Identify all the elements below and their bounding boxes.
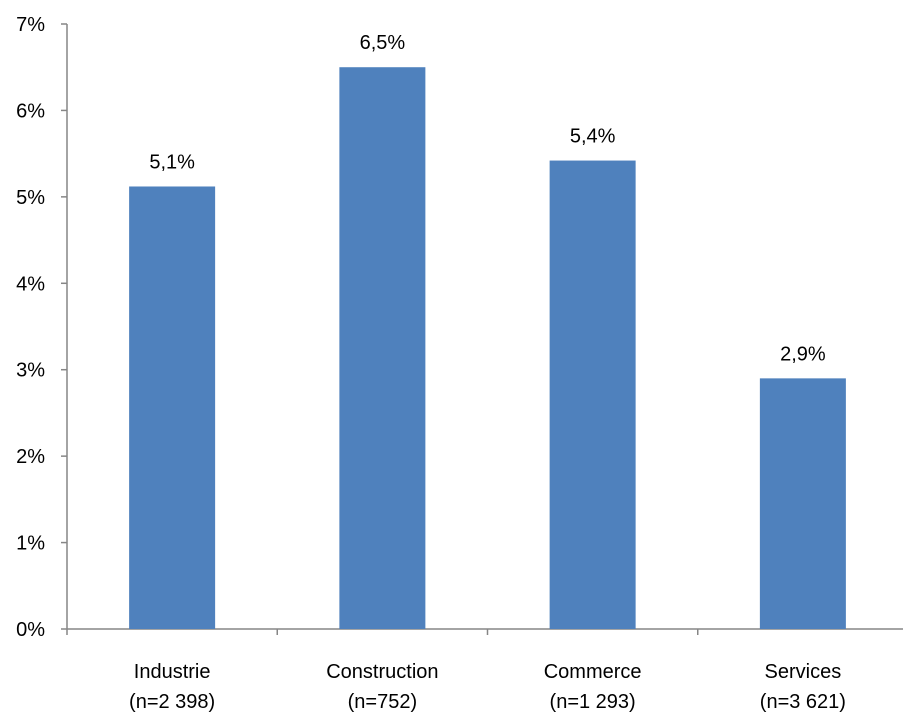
y-tick-label: 1% xyxy=(16,533,45,555)
bar xyxy=(129,186,216,629)
category-count-label: (n=3 621) xyxy=(760,691,846,713)
y-tick-label: 3% xyxy=(16,360,45,382)
bars xyxy=(129,67,846,630)
category-count-label: (n=2 398) xyxy=(129,691,215,713)
category-label: Construction xyxy=(326,661,438,683)
y-tick-label: 6% xyxy=(16,100,45,122)
data-label: 5,4% xyxy=(570,126,616,148)
y-tick-label: 4% xyxy=(16,273,45,295)
y-tick-label: 0% xyxy=(16,619,45,641)
bar xyxy=(759,378,846,629)
y-tick-label: 5% xyxy=(16,187,45,209)
y-tick-label: 7% xyxy=(16,14,45,36)
category-label: Industrie xyxy=(134,661,211,683)
data-label: 5,1% xyxy=(149,151,195,173)
data-labels: 5,1% 6,5% 5,4% 2,9% xyxy=(149,32,826,365)
x-axis: Industrie (n=2 398) Construction (n=752) Com… xyxy=(66,628,903,713)
y-tick-label: 2% xyxy=(16,446,45,468)
category-count-label: (n=1 293) xyxy=(550,691,636,713)
y-axis: 0% 1% 2% 3% 4% 5% 6% 7% xyxy=(16,14,68,641)
category-count-label: (n=752) xyxy=(348,691,418,713)
category-label: Commerce xyxy=(544,661,642,683)
data-label: 6,5% xyxy=(360,32,406,54)
category-label: Services xyxy=(765,661,842,683)
bar xyxy=(339,67,426,629)
data-label: 2,9% xyxy=(780,343,826,365)
bar xyxy=(549,160,636,630)
